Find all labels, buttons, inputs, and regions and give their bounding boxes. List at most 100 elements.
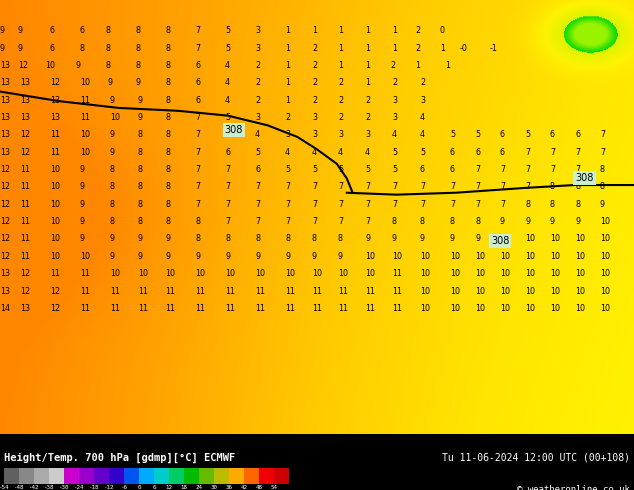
Text: 10: 10 bbox=[50, 252, 60, 261]
Text: 7: 7 bbox=[225, 165, 230, 174]
Text: 7: 7 bbox=[255, 217, 260, 226]
Text: 11: 11 bbox=[312, 304, 322, 313]
Text: 8: 8 bbox=[420, 217, 425, 226]
Text: 11: 11 bbox=[285, 304, 295, 313]
Text: 11: 11 bbox=[365, 287, 375, 295]
Text: 6: 6 bbox=[450, 165, 455, 174]
Text: 4: 4 bbox=[338, 148, 343, 157]
Bar bbox=[64, 468, 79, 484]
Text: 3: 3 bbox=[392, 96, 397, 105]
Text: 10: 10 bbox=[600, 217, 610, 226]
Text: 10: 10 bbox=[165, 269, 175, 278]
Text: 13: 13 bbox=[20, 304, 30, 313]
Text: 7: 7 bbox=[475, 200, 480, 209]
Text: 8: 8 bbox=[110, 182, 115, 192]
Text: 7: 7 bbox=[392, 182, 397, 192]
Text: 8: 8 bbox=[138, 217, 143, 226]
Text: 13: 13 bbox=[20, 78, 30, 87]
Text: 6: 6 bbox=[255, 165, 260, 174]
Text: 10: 10 bbox=[45, 61, 55, 70]
Text: 8: 8 bbox=[475, 217, 480, 226]
Text: 12: 12 bbox=[0, 217, 10, 226]
Text: 10: 10 bbox=[50, 217, 60, 226]
Text: 11: 11 bbox=[338, 304, 348, 313]
Text: 12: 12 bbox=[50, 304, 60, 313]
Text: 8: 8 bbox=[138, 182, 143, 192]
Text: 11: 11 bbox=[392, 269, 402, 278]
Text: 8: 8 bbox=[105, 44, 110, 53]
Text: 7: 7 bbox=[338, 217, 343, 226]
Text: 11: 11 bbox=[312, 287, 322, 295]
Text: 8: 8 bbox=[135, 44, 140, 53]
Text: 9: 9 bbox=[80, 165, 85, 174]
Text: 5: 5 bbox=[365, 165, 370, 174]
Text: 1: 1 bbox=[365, 44, 370, 53]
Text: 7: 7 bbox=[575, 165, 580, 174]
Text: 54: 54 bbox=[271, 485, 278, 490]
Text: 13: 13 bbox=[20, 113, 30, 122]
Text: 13: 13 bbox=[50, 96, 60, 105]
Text: 7: 7 bbox=[285, 182, 290, 192]
Text: 9: 9 bbox=[420, 235, 425, 244]
Text: 3: 3 bbox=[285, 130, 290, 140]
Text: 8: 8 bbox=[135, 61, 140, 70]
Bar bbox=[244, 468, 259, 484]
Text: 9: 9 bbox=[0, 44, 5, 53]
Text: 9: 9 bbox=[600, 200, 605, 209]
Text: 4: 4 bbox=[392, 130, 397, 140]
Text: 9: 9 bbox=[312, 252, 317, 261]
Text: 48: 48 bbox=[256, 485, 262, 490]
Text: 10: 10 bbox=[255, 269, 265, 278]
Text: 10: 10 bbox=[420, 252, 430, 261]
Text: 5: 5 bbox=[225, 113, 230, 122]
Text: 1: 1 bbox=[312, 26, 317, 35]
Text: 9: 9 bbox=[110, 130, 115, 140]
Text: 7: 7 bbox=[312, 200, 317, 209]
Text: 9: 9 bbox=[225, 252, 230, 261]
Text: 7: 7 bbox=[225, 217, 230, 226]
Text: -0: -0 bbox=[460, 44, 468, 53]
Text: -18: -18 bbox=[89, 485, 100, 490]
Text: 4: 4 bbox=[225, 61, 230, 70]
Text: 9: 9 bbox=[575, 217, 580, 226]
Bar bbox=[4, 468, 19, 484]
Text: 8: 8 bbox=[138, 200, 143, 209]
Text: 3: 3 bbox=[255, 26, 260, 35]
Text: 7: 7 bbox=[600, 148, 605, 157]
Text: 11: 11 bbox=[255, 304, 265, 313]
Text: 8: 8 bbox=[550, 200, 555, 209]
Text: 10: 10 bbox=[575, 235, 585, 244]
Text: -1: -1 bbox=[490, 44, 498, 53]
Text: 6: 6 bbox=[80, 26, 85, 35]
Text: 1: 1 bbox=[365, 26, 370, 35]
Text: 7: 7 bbox=[195, 130, 200, 140]
Text: 10: 10 bbox=[525, 269, 535, 278]
Text: 308: 308 bbox=[575, 173, 593, 183]
Text: 12: 12 bbox=[50, 78, 60, 87]
Text: 7: 7 bbox=[420, 182, 425, 192]
Text: 2: 2 bbox=[365, 96, 370, 105]
Text: 13: 13 bbox=[0, 148, 10, 157]
Text: 10: 10 bbox=[420, 269, 430, 278]
Text: 11: 11 bbox=[392, 287, 402, 295]
Text: 8: 8 bbox=[285, 235, 290, 244]
Text: 9: 9 bbox=[285, 252, 290, 261]
Text: 11: 11 bbox=[110, 287, 120, 295]
Text: 6: 6 bbox=[152, 485, 156, 490]
Text: 8: 8 bbox=[165, 148, 170, 157]
Text: 4: 4 bbox=[285, 148, 290, 157]
Text: 8: 8 bbox=[225, 235, 230, 244]
Text: 9: 9 bbox=[392, 235, 397, 244]
Text: 9: 9 bbox=[165, 252, 170, 261]
Bar bbox=[154, 468, 169, 484]
Text: 6: 6 bbox=[475, 148, 480, 157]
Text: 5: 5 bbox=[338, 165, 343, 174]
Text: 2: 2 bbox=[312, 78, 317, 87]
Text: 10: 10 bbox=[550, 287, 560, 295]
Text: 11: 11 bbox=[225, 304, 235, 313]
Text: 3: 3 bbox=[312, 130, 317, 140]
Text: 0: 0 bbox=[440, 26, 445, 35]
Text: 0: 0 bbox=[137, 485, 141, 490]
Text: 24: 24 bbox=[195, 485, 202, 490]
Text: -54: -54 bbox=[0, 485, 10, 490]
